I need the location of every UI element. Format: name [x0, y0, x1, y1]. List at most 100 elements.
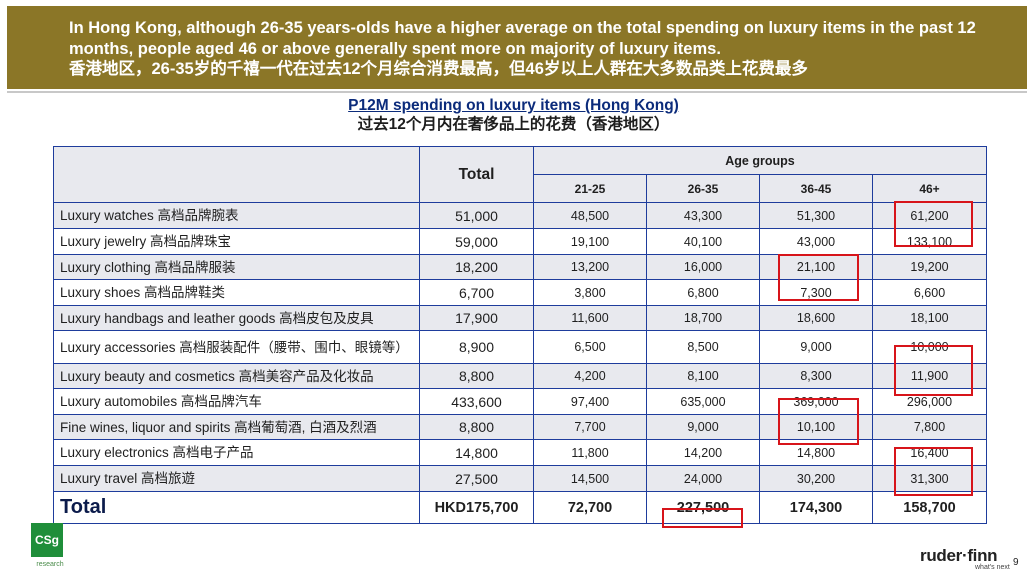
- row-total: 8,800: [419, 363, 534, 389]
- row-age-value: 8,300: [759, 363, 873, 389]
- header-line-en: In Hong Kong, although 26-35 years-olds …: [69, 19, 976, 58]
- table-row: Luxury electronics 高档电子产品 14,800 11,800 14,…: [53, 439, 987, 466]
- row-age-value: 7,800: [872, 414, 987, 440]
- row-item-label: Luxury shoes 高档品牌鞋类: [53, 279, 420, 306]
- header-text: In Hong Kong, although 26-35 years-olds …: [69, 18, 1019, 80]
- row-age-value: 3,800: [533, 279, 647, 306]
- row-age-value: 6,600: [872, 279, 987, 306]
- row-item-label: Luxury travel 高档旅遊: [53, 465, 420, 492]
- row-total: 14,800: [419, 439, 534, 466]
- table-title: P12M spending on luxury items (Hong Kong…: [0, 96, 1027, 134]
- row-total: 18,200: [419, 254, 534, 280]
- row-item-label: Luxury handbags and leather goods 高档皮包及皮…: [53, 305, 420, 331]
- row-age-value: 10,000: [872, 330, 987, 364]
- row-age-value: 43,300: [646, 202, 760, 229]
- row-age-value: 43,000: [759, 228, 873, 255]
- row-age-value: 9,000: [646, 414, 760, 440]
- table-row: Luxury watches 高档品牌腕表 51,000 48,500 43,300 5…: [53, 202, 987, 229]
- row-total: 27,500: [419, 465, 534, 492]
- grand-total-row: Total HKD175,700 72,700 227,500 174,300 158,7…: [53, 491, 987, 524]
- row-item-label: Fine wines, liquor and spirits 高档葡萄酒, 白酒…: [53, 414, 420, 440]
- row-age-value: 13,200: [533, 254, 647, 280]
- row-age-value: 8,100: [646, 363, 760, 389]
- grand-total-age-value: 158,700: [872, 491, 987, 524]
- header-age-21-25: 21-25: [533, 174, 647, 203]
- row-total: 51,000: [419, 202, 534, 229]
- row-age-value: 24,000: [646, 465, 760, 492]
- highlight-box: [778, 398, 859, 445]
- table-row: Luxury automobiles 高档品牌汽车 433,600 97,400 63…: [53, 388, 987, 415]
- row-age-value: 6,500: [533, 330, 647, 364]
- row-age-value: 97,400: [533, 388, 647, 415]
- row-total: 6,700: [419, 279, 534, 306]
- row-age-value: 16,000: [646, 254, 760, 280]
- table-row: Luxury travel 高档旅遊 27,500 14,500 24,000 30,2…: [53, 465, 987, 492]
- header-age-36-45: 36-45: [759, 174, 873, 203]
- table-row: Luxury handbags and leather goods 高档皮包及皮…: [53, 305, 987, 331]
- grand-total-age-value: 72,700: [533, 491, 647, 524]
- highlight-box: [778, 254, 859, 301]
- row-age-value: 61,200: [872, 202, 987, 229]
- row-item-label: Luxury accessories 高档服装配件（腰带、围巾、眼镜等）: [53, 330, 420, 364]
- row-age-value: 8,500: [646, 330, 760, 364]
- grand-total-label: Total: [53, 491, 420, 524]
- row-age-value: 19,100: [533, 228, 647, 255]
- header-divider: [7, 91, 1027, 93]
- title-en: P12M spending on luxury items (Hong Kong…: [348, 97, 679, 114]
- ruder-finn-tagline: what's next: [975, 564, 1010, 571]
- csg-logo-mark: CSg: [31, 523, 63, 557]
- row-age-value: 7,700: [533, 414, 647, 440]
- row-age-value: 18,600: [759, 305, 873, 331]
- table-row: Luxury accessories 高档服装配件（腰带、围巾、眼镜等） 8,90…: [53, 330, 987, 364]
- row-age-value: 48,500: [533, 202, 647, 229]
- spending-table: Total Age groups 21-25 26-35 36-45 46+ L…: [53, 146, 987, 524]
- highlight-box: [662, 508, 743, 528]
- header-age-26-35: 26-35: [646, 174, 760, 203]
- row-total: 8,800: [419, 414, 534, 440]
- row-total: 17,900: [419, 305, 534, 331]
- row-age-value: 30,200: [759, 465, 873, 492]
- row-total: 59,000: [419, 228, 534, 255]
- row-age-value: 11,900: [872, 363, 987, 389]
- row-age-value: 40,100: [646, 228, 760, 255]
- row-age-value: 4,200: [533, 363, 647, 389]
- row-item-label: Luxury clothing 高档品牌服装: [53, 254, 420, 280]
- row-item-label: Luxury electronics 高档电子产品: [53, 439, 420, 466]
- row-item-label: Luxury automobiles 高档品牌汽车: [53, 388, 420, 415]
- row-age-value: 296,000: [872, 388, 987, 415]
- grand-total-age-value: 227,500: [646, 491, 760, 524]
- row-age-value: 9,000: [759, 330, 873, 364]
- header-line-zh: 香港地区，26-35岁的千禧一代在过去12个月综合消费最高，但46岁以上人群在大…: [69, 60, 808, 78]
- row-age-value: 11,600: [533, 305, 647, 331]
- table-row: Luxury jewelry 高档品牌珠宝 59,000 19,100 40,100 4…: [53, 228, 987, 255]
- page-number: 9: [1013, 557, 1019, 568]
- row-age-value: 635,000: [646, 388, 760, 415]
- header-banner: In Hong Kong, although 26-35 years-olds …: [7, 6, 1027, 89]
- csg-logo-sub: research: [36, 561, 64, 568]
- title-zh: 过去12个月内在奢侈品上的花费（香港地区）: [357, 116, 670, 133]
- row-item-label: Luxury beauty and cosmetics 高档美容产品及化妆品: [53, 363, 420, 389]
- grand-total-age-value: 174,300: [759, 491, 873, 524]
- header-item-blank: [53, 146, 420, 203]
- row-age-value: 18,700: [646, 305, 760, 331]
- row-total: 8,900: [419, 330, 534, 364]
- grand-total-value: HKD175,700: [419, 491, 534, 524]
- csg-research-logo: CSg research: [28, 523, 68, 575]
- row-age-value: 11,800: [533, 439, 647, 466]
- row-age-value: 6,800: [646, 279, 760, 306]
- table-row: Luxury clothing 高档品牌服装 18,200 13,200 16,000…: [53, 254, 987, 280]
- table-row: Luxury beauty and cosmetics 高档美容产品及化妆品 8,…: [53, 363, 987, 389]
- row-age-value: 14,500: [533, 465, 647, 492]
- highlight-box: [894, 201, 973, 247]
- header-total: Total: [419, 146, 534, 203]
- highlight-box: [894, 345, 973, 396]
- row-age-value: 19,200: [872, 254, 987, 280]
- highlight-box: [894, 447, 973, 496]
- row-age-value: 51,300: [759, 202, 873, 229]
- ruder-finn-logo: ruder·finn: [920, 546, 998, 565]
- row-age-value: 14,200: [646, 439, 760, 466]
- row-item-label: Luxury jewelry 高档品牌珠宝: [53, 228, 420, 255]
- row-age-value: 18,100: [872, 305, 987, 331]
- row-total: 433,600: [419, 388, 534, 415]
- header-age-groups: Age groups: [533, 146, 987, 175]
